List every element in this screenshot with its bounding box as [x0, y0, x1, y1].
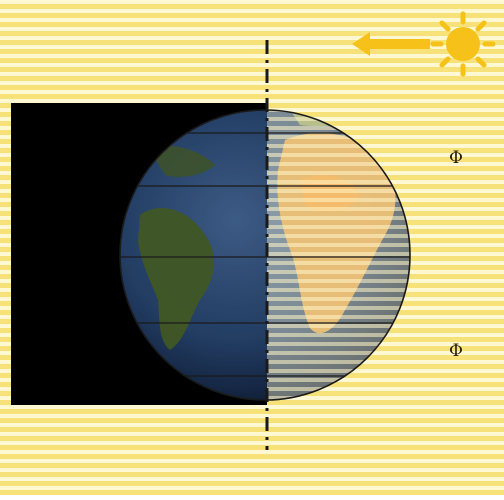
north-america-landmass [150, 145, 215, 177]
latitude-label-lower: Φ [449, 341, 463, 361]
sun-icon [430, 11, 496, 77]
arrow-left-icon [352, 32, 430, 56]
globe-outline [119, 109, 411, 401]
latitude-label-upper: Φ [449, 148, 463, 168]
south-america-landmass [138, 207, 215, 350]
